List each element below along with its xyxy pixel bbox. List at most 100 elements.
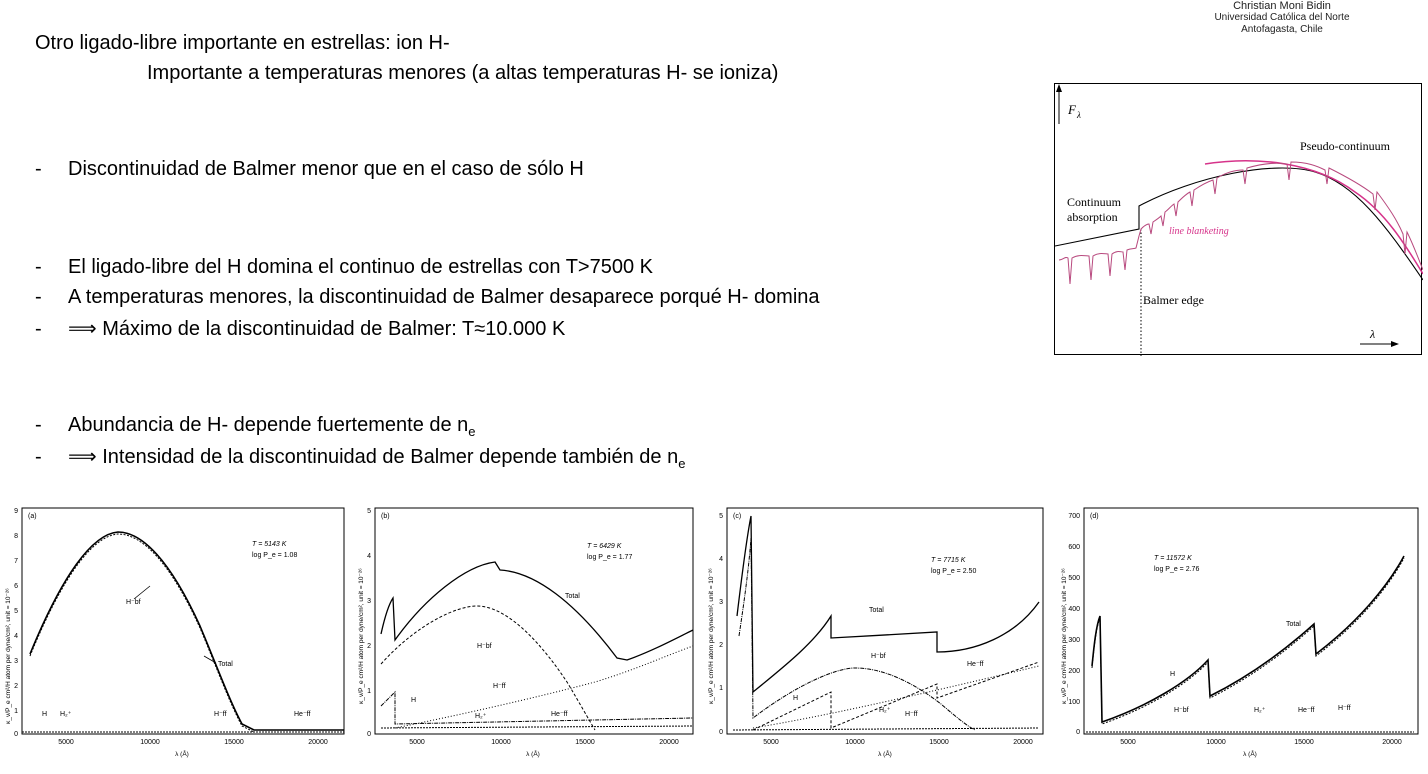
x-axis-label: λ (Å) (175, 749, 189, 758)
x-tick: 20000 (1382, 739, 1402, 746)
y-tick: 3 (367, 598, 371, 605)
total-label: Total (565, 593, 580, 600)
x-tick: 10000 (140, 739, 160, 746)
balmer-edge-diagram: F λ λ Pseudo-continuum Continuum absorpt… (1054, 83, 1423, 356)
bullet-dash: - (35, 446, 42, 468)
y-tick: 0 (1076, 729, 1080, 736)
plot-a-frame (21, 507, 345, 735)
y-tick: 200 (1068, 668, 1080, 675)
bullet-text: Abundancia de H- depende fuertemente de … (68, 414, 469, 436)
heff-label: He⁻ff (551, 711, 567, 718)
y-tick: 300 (1068, 637, 1080, 644)
hbf-curve (29, 533, 255, 733)
y-tick: 700 (1068, 513, 1080, 520)
plot-c-frame (726, 507, 1044, 735)
bullet-dash: - (35, 256, 42, 278)
plot-c-svg: 5 4 3 2 1 0 κ_ν/P_e cm²/H atom per dyne/… (708, 507, 1044, 758)
hff-label: H⁻ff (214, 711, 227, 718)
panel-label: (a) (28, 513, 37, 520)
y-tick: 4 (14, 633, 18, 640)
x-axis-label: λ (1369, 327, 1375, 341)
h-curve (380, 690, 694, 725)
temperature-label: T = 6429 K (587, 543, 622, 550)
y-tick: 7 (14, 558, 18, 565)
heff-label: He⁻ff (1298, 707, 1314, 714)
bullet-intensity: - ⟹ Intensidad de la discontinuidad de Ba… (35, 444, 685, 471)
y-tick: 0 (14, 731, 18, 738)
h-curve (1091, 557, 1405, 725)
y-tick: 2 (719, 642, 723, 649)
total-label: Total (1286, 621, 1301, 628)
x-axis-label: λ (Å) (878, 749, 892, 758)
y-tick: 1 (14, 708, 18, 715)
y-tick: 0 (367, 731, 371, 738)
author-city: Antofagasta, Chile (1241, 24, 1323, 35)
y-axis-label: κ_ν/P_e cm²/H atom per dyne/cm², unit = … (708, 568, 715, 704)
x-tick: 20000 (1013, 739, 1033, 746)
pseudo-continuum-label: Pseudo-continuum (1300, 139, 1391, 153)
slide-subtitle: Importante a temperaturas menores (a alt… (147, 62, 779, 84)
y-tick: 3 (14, 658, 18, 665)
author-credit: Christian Moni Bidin Universidad Católic… (1152, 0, 1412, 36)
y-tick: 1 (367, 688, 371, 695)
temperature-label: T = 7715 K (931, 557, 966, 564)
hbf-pointer (133, 585, 151, 600)
plot-d: 700 600 500 400 300 200 100 0 κ_ν/P_e cm… (1058, 506, 1424, 768)
bullet-dash: - (35, 414, 42, 436)
bullet-text: ⟹ Intensidad de la discontinuidad de Bal… (68, 446, 679, 468)
h2-label: H₂⁺ (475, 713, 487, 720)
h-label: H (411, 697, 416, 704)
plot-b-frame (374, 507, 694, 735)
x-tick: 15000 (575, 739, 595, 746)
y-axis-label: κ_ν/P_e cm²/H atom per dyne/cm², unit = … (1061, 568, 1068, 704)
y-tick: 600 (1068, 544, 1080, 551)
line-blanketing-label: line blanketing (1169, 226, 1229, 237)
total-pointer (203, 655, 217, 664)
x-tick: 20000 (659, 739, 679, 746)
total-curve (1091, 555, 1405, 724)
continuum-label-2: absorption (1067, 210, 1118, 224)
bullet-lower-temp: - A temperaturas menores, la discontinuid… (35, 286, 820, 309)
baseline-curves (732, 727, 1040, 731)
hff-label: H⁻ff (493, 683, 506, 690)
balmer-edge-label: Balmer edge (1143, 293, 1204, 307)
plot-d-frame (1083, 507, 1419, 735)
plot-c: 5 4 3 2 1 0 κ_ν/P_e cm²/H atom per dyne/… (705, 506, 1049, 768)
x-tick: 5000 (1120, 739, 1136, 746)
panel-label: (b) (381, 513, 390, 520)
hff-label: H⁻ff (1338, 705, 1351, 712)
slide-title: Otro ligado-libre importante en estrella… (35, 32, 450, 54)
x-axis-arrowhead (1391, 341, 1399, 347)
x-tick: 20000 (308, 739, 328, 746)
hbf-label: H⁻bf (126, 599, 141, 606)
h-label: H (42, 711, 47, 718)
bullet-text: ⟹ Máximo de la discontinuidad de Balmer:… (68, 318, 566, 340)
h-curve (752, 661, 1040, 731)
bullet-dash: - (35, 286, 42, 308)
total-curve (380, 561, 694, 661)
y-tick: 4 (719, 556, 723, 563)
x-tick: 15000 (929, 739, 949, 746)
pseudo-continuum-curve (1204, 160, 1423, 275)
y-axis-label: κ_ν/P_e cm²/H atom per dyne/cm², unit = … (5, 588, 12, 724)
plot-b: 5 4 3 2 1 0 κ_ν/P_e cm²/H atom per dyne/… (355, 506, 699, 768)
y-axis-label: κ_ν/P_e cm²/H atom per dyne/cm², unit = … (358, 568, 365, 704)
h-label: H (1170, 671, 1175, 678)
y-axis-arrowhead (1056, 84, 1062, 92)
y-tick: 9 (14, 508, 18, 515)
y-tick: 8 (14, 533, 18, 540)
bullet-dash: - (35, 318, 42, 340)
y-tick: 5 (719, 513, 723, 520)
x-tick: 5000 (58, 739, 74, 746)
log-pe-label: log P_e = 2.50 (931, 568, 976, 575)
bullet-maximum: - ⟹ Máximo de la discontinuidad de Balmer… (35, 316, 565, 341)
y-tick: 2 (367, 643, 371, 650)
bullet-subscript: e (678, 456, 686, 471)
bullet-text: Discontinuidad de Balmer menor que en el… (68, 158, 584, 180)
x-tick: 15000 (1294, 739, 1314, 746)
h2-label: H₂⁺ (1254, 707, 1266, 714)
hbf-curve (738, 537, 976, 731)
h-label: H (793, 695, 798, 702)
heff-label: He⁻ff (294, 711, 310, 718)
x-tick: 15000 (224, 739, 244, 746)
